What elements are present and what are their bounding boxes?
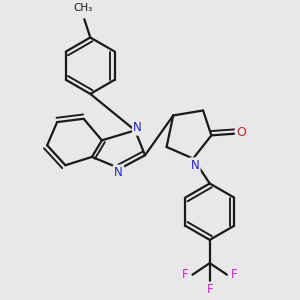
Text: CH₃: CH₃: [73, 3, 92, 13]
Text: N: N: [190, 159, 199, 172]
Text: O: O: [236, 125, 246, 139]
Text: F: F: [182, 268, 188, 281]
Text: N: N: [133, 121, 142, 134]
Text: F: F: [206, 283, 213, 296]
Text: N: N: [114, 166, 123, 179]
Text: F: F: [231, 268, 238, 281]
